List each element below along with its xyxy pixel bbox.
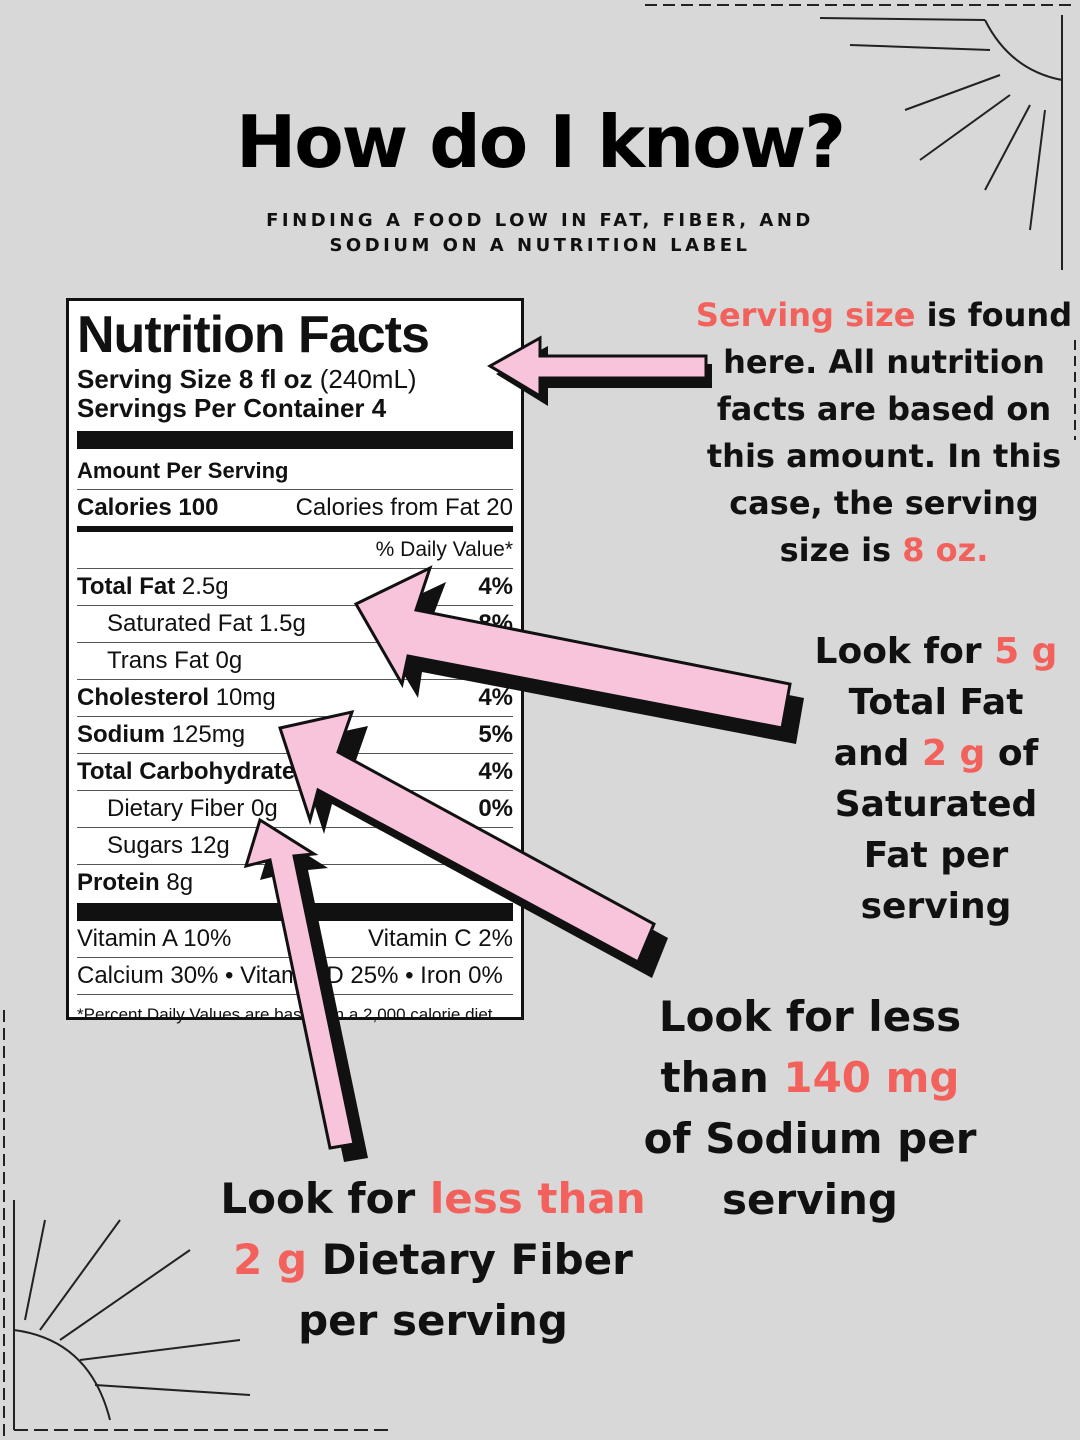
fat-total-value: 5 g (994, 631, 1058, 672)
sodium-note: Look for less than 140 mg of Sodium per … (643, 992, 977, 1224)
nutrient-amount: 10mg (215, 684, 276, 711)
nutrient-name: Protein (77, 869, 160, 896)
nutrient-amount: 2.5g (181, 573, 229, 600)
fiber-note: Look for less than 2 g Dietary Fiber per… (220, 1174, 646, 1345)
nutrient-name: Total Fat (77, 573, 176, 600)
servings-per-container: Servings Per Container 4 (77, 393, 387, 423)
minerals: Calcium 30% • Vitamin D 25% • Iron 0% (77, 962, 503, 989)
serving-highlight: Serving size (695, 296, 916, 334)
nutrient-row: Dietary Fiber 0g 0% (77, 790, 513, 827)
nutrition-heading: Nutrition Facts (77, 306, 430, 364)
nutrient-daily-value: 0% (478, 795, 513, 822)
vitamins-row: Vitamin A 10% Vitamin C 2% (77, 921, 513, 957)
nutrient-amount: 0g (251, 795, 278, 822)
nutrient-daily-value: 4% (478, 758, 513, 785)
footnote: *Percent Daily Values are based on a 2,0… (77, 994, 513, 1035)
serving-size-label: Serving Size (77, 364, 232, 394)
fat-saturated-value: 2 g (921, 733, 986, 774)
daily-value-header: % Daily Value* (375, 538, 513, 561)
serving-value: 8 oz. (902, 531, 989, 569)
serving-arrow (487, 335, 712, 406)
page-subtitle: FINDING A FOOD LOW IN FAT, FIBER, AND SO… (266, 210, 814, 256)
nutrient-amount: 0g (215, 647, 243, 674)
calories: Calories 100 (77, 494, 219, 521)
fiber-arrow (243, 817, 368, 1162)
sodium-value: 140 mg (783, 1053, 960, 1102)
nutrient-name: Trans Fat (107, 647, 209, 674)
sodium-arrow (278, 709, 668, 978)
nutrient-daily-value: 4% (478, 684, 513, 711)
nutrient-daily-value: 4% (478, 573, 513, 600)
divider-thick (77, 431, 513, 449)
serving-size-note: Serving size is found here. All nutritio… (695, 296, 1073, 569)
amount-per-serving: Amount Per Serving (77, 458, 289, 483)
nutrient-name: Sugars (107, 832, 184, 859)
nutrient-name: Total Carbohydrate (77, 758, 296, 785)
divider-mid (77, 526, 513, 532)
nutrient-row: Saturated Fat 1.5g 8% (77, 605, 513, 642)
calories-from-fat: Calories from Fat 20 (295, 494, 513, 521)
nutrient-amount: 8g (166, 869, 194, 896)
minerals-row: Calcium 30% • Vitamin D 25% • Iron 0% (77, 957, 513, 994)
serving-size-value: 8 fl oz (238, 364, 313, 394)
nutrient-row: Total Fat 2.5g 4% (77, 568, 513, 605)
nutrient-name: Sodium (77, 721, 165, 748)
fat-arrow (353, 565, 804, 744)
fat-note: Look for 5 g Total Fat and 2 g of Satura… (814, 631, 1058, 927)
serving-size-metric: (240mL) (319, 364, 417, 394)
nutrient-daily-value: 5% (478, 721, 513, 748)
calories-row: Calories 100 Calories from Fat 20 (77, 489, 513, 526)
nutrient-row: Trans Fat 0g (77, 642, 513, 679)
nutrient-row: Total Carbohydrate 4% (77, 753, 513, 790)
nutrient-row: Sodium 125mg 5% (77, 716, 513, 753)
serving-size-line: Serving Size 8 fl oz (240mL) (77, 365, 513, 394)
nutrient-name: Dietary Fiber (107, 795, 245, 822)
nutrient-amount: 12g (189, 832, 230, 859)
nutrient-name: Cholesterol (77, 684, 210, 711)
vitamin-a: Vitamin A 10% (77, 925, 232, 952)
page-title: How do I know? (235, 100, 846, 184)
nutrient-amount: 1.5g (259, 610, 306, 637)
nutrient-amount: 125mg (171, 721, 246, 748)
fiber-value: less than 2 g (233, 1174, 646, 1284)
nutrient-row: Sugars 12g (77, 827, 513, 864)
vitamin-c: Vitamin C 2% (368, 925, 513, 952)
nutrient-row: Cholesterol 10mg 4% (77, 679, 513, 716)
nutrient-name: Saturated Fat (107, 610, 253, 637)
